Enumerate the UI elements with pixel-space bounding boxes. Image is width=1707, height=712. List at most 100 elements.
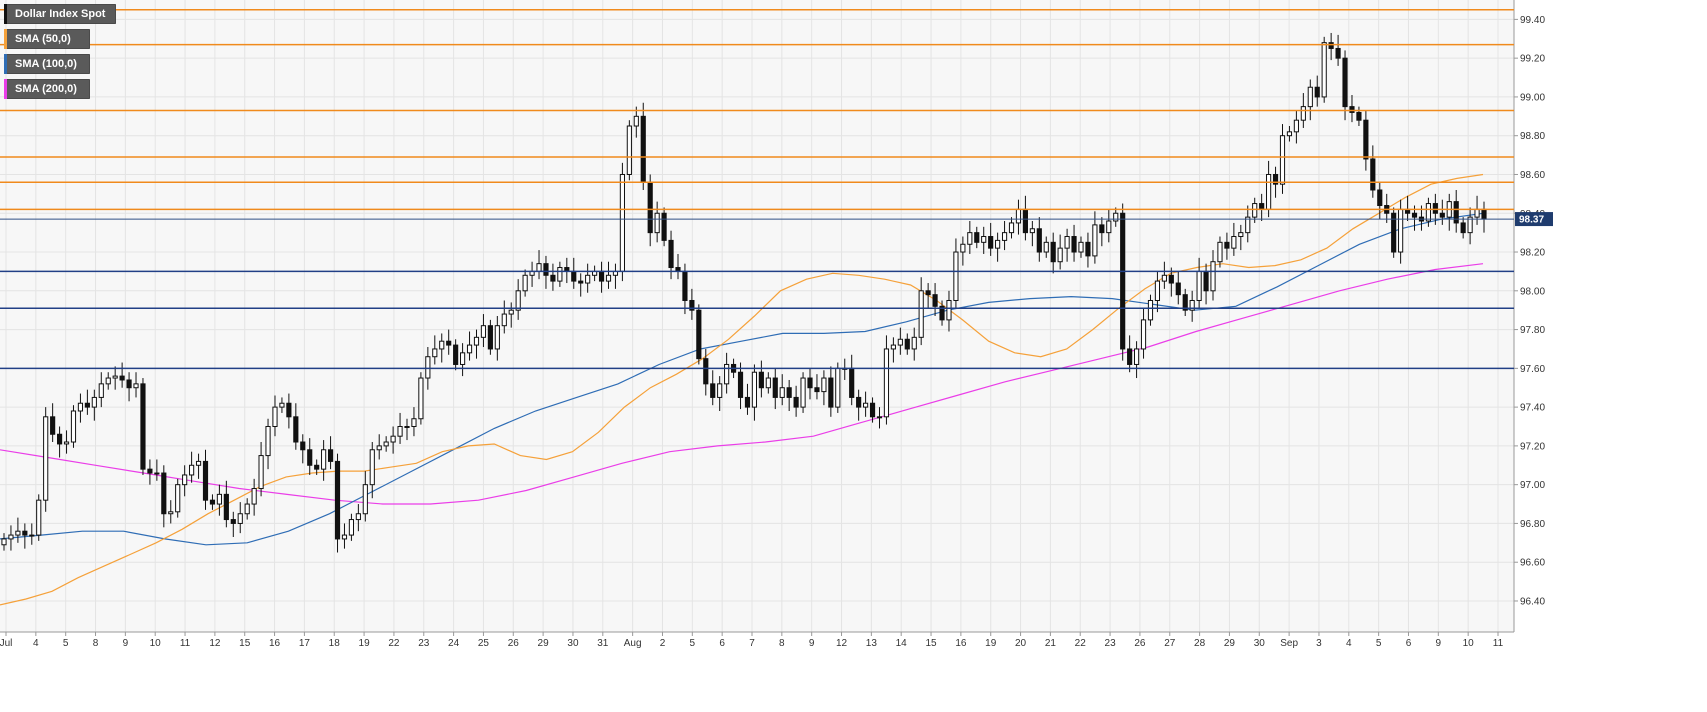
candle-up [279,402,285,408]
candle-down [223,493,229,521]
x-axis-area [0,632,1514,712]
x-tick-label: 19 [985,638,997,649]
candle-up [779,387,785,398]
candle-down [1224,241,1230,249]
candle-down [1272,173,1279,185]
candle-up [432,348,438,358]
x-tick-label: 3 [1316,638,1322,649]
candle-up [1398,208,1404,253]
candle-up [717,383,723,398]
candle-up [1279,135,1286,185]
candle-up [1217,241,1223,263]
y-tick-label: 98.00 [1520,286,1545,297]
candle-down [1432,203,1438,214]
legend-label-dollar-index: Dollar Index Spot [15,8,106,20]
y-tick-label: 97.60 [1520,364,1545,375]
candle-up [348,519,355,536]
candle-down [1411,212,1418,218]
candle-down [710,383,716,398]
candle-down [1127,348,1133,365]
candle-up [43,416,49,501]
candle-up [439,340,445,350]
x-tick-label: 5 [63,638,69,649]
candle-up [258,455,264,490]
candle-up [501,313,507,327]
candle-down [703,358,709,385]
candle-down [939,305,945,321]
candle-up [751,371,758,408]
candle-down [904,338,910,350]
candle-down [925,290,931,296]
candle-up [1057,247,1063,263]
x-tick-label: 16 [955,638,967,649]
x-tick-label: Jul [0,638,12,649]
candle-down [849,367,855,398]
candle-up [1210,261,1216,292]
candle-up [1078,241,1084,253]
x-tick-label: 30 [567,638,579,649]
candle-down [147,468,153,474]
candle-down [446,340,452,346]
price-badge-label: 98.37 [1519,215,1544,226]
legend-swatch-sma50 [4,29,7,49]
candle-up [237,513,243,524]
candle-down [647,181,653,234]
candle-down [1259,203,1265,210]
plot-area [0,0,1514,632]
x-tick-label: 8 [93,638,99,649]
candle-up [397,426,403,437]
x-tick-label: 24 [448,638,460,649]
x-tick-label: 15 [239,638,251,649]
legend-item-sma100[interactable]: SMA (100,0) [4,54,90,74]
candle-up [383,441,389,447]
candle-up [1321,42,1327,98]
y-tick-label: 97.20 [1520,441,1545,452]
candle-down [161,472,167,515]
candle-up [376,445,382,451]
sma50-line [0,173,1484,606]
y-tick-label: 98.20 [1520,248,1545,259]
candle-up [897,338,903,346]
candle-up [619,173,625,272]
candle-down [293,416,299,443]
candle-up [960,243,966,253]
x-tick-label: 26 [1134,638,1146,649]
candle-down [327,449,334,462]
legend-item-sma200[interactable]: SMA (200,0) [4,79,90,99]
candle-up [1113,212,1119,222]
y-tick-label: 99.40 [1520,15,1545,26]
candle-up [168,511,174,515]
x-tick-label: 4 [33,638,39,649]
candle-up [557,267,563,282]
x-tick-label: 22 [1075,638,1087,649]
candle-down [334,460,341,540]
candle-up [626,125,632,175]
candle-up [1300,106,1306,121]
x-tick-label: 6 [1406,638,1412,649]
candle-up [460,352,466,365]
candle-up [494,325,500,350]
candle-up [105,377,111,385]
candle-up [216,493,222,505]
candle-down [1085,241,1091,257]
candle-down [286,402,292,418]
candle-down [230,519,236,524]
legend-item-sma50[interactable]: SMA (50,0) [4,29,90,49]
x-tick-label: 28 [1194,638,1206,649]
x-tick-label: 29 [538,638,550,649]
candle-down [1342,57,1348,108]
candle-up [835,367,841,408]
candle-down [640,115,646,183]
candle-up [15,530,21,536]
candle-up [1043,241,1049,253]
legend-item-dollar-index[interactable]: Dollar Index Spot [4,4,116,24]
candle-down [786,387,792,398]
candle-down [1168,274,1174,284]
x-tick-label: 13 [866,638,878,649]
candle-down [869,402,876,418]
candle-up [508,309,514,315]
y-tick-label: 99.20 [1520,54,1545,65]
candle-down [668,239,674,269]
candle-up [70,410,77,443]
